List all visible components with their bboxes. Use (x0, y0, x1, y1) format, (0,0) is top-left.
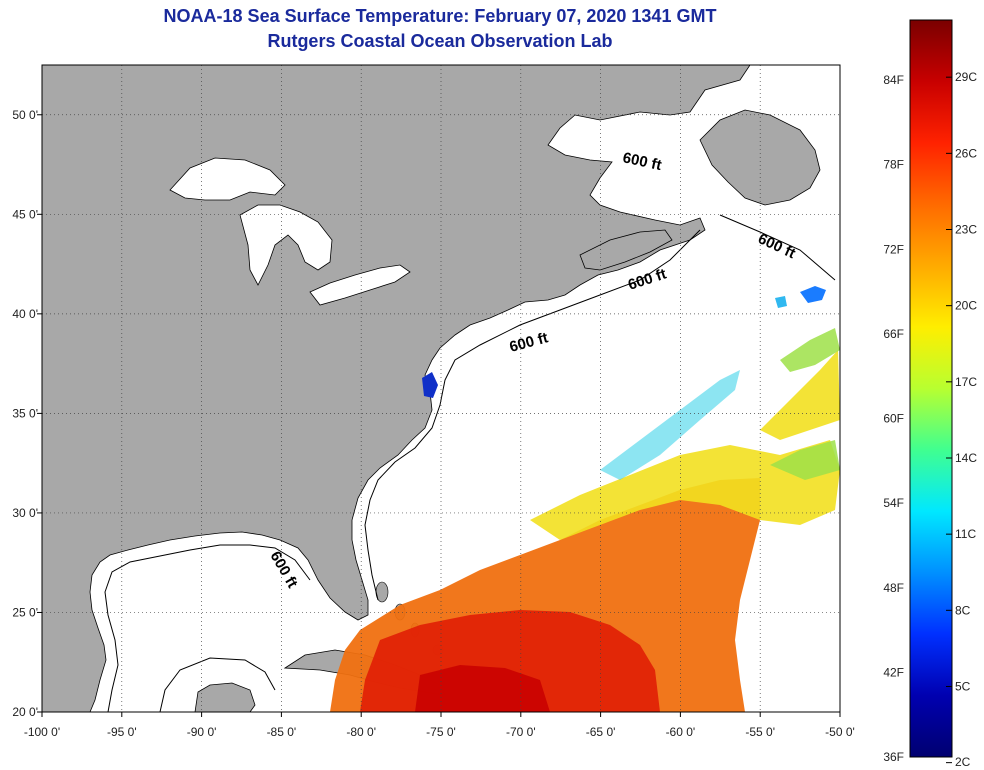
colorbar-fahrenheit-label: 48F (883, 581, 904, 595)
colorbar-fahrenheit-label: 36F (883, 750, 904, 764)
longitude-tick-label: -65 0' (586, 725, 616, 739)
longitude-tick-label: -75 0' (426, 725, 456, 739)
lake-superior (169, 157, 286, 201)
colorbar-fahrenheit-label: 66F (883, 327, 904, 341)
latitude-tick-label: 25 0' (12, 605, 38, 619)
latitude-tick-label: 30 0' (12, 506, 38, 520)
colorbar-fahrenheit-label: 54F (883, 496, 904, 510)
map-subtitle: Rutgers Coastal Ocean Observation Lab (267, 31, 613, 51)
longitude-tick-label: -95 0' (107, 725, 137, 739)
longitude-tick-label: -80 0' (346, 725, 376, 739)
colorbar-celsius-label: 8C (955, 603, 971, 617)
lake-erie-ontario (309, 264, 411, 306)
colorbar-fahrenheit-labels: 84F 78F 72F 66F 60F 54F 48F 42F 36F (883, 73, 904, 764)
colorbar-fahrenheit-label: 84F (883, 73, 904, 87)
sst-cyan-filaments (600, 370, 740, 480)
longitude-tick-label: -70 0' (506, 725, 536, 739)
latitude-tick-label: 45 0' (12, 207, 38, 221)
colorbar (909, 19, 953, 758)
land-north-america (42, 65, 751, 712)
colorbar-celsius-label: 2C (955, 755, 971, 769)
sst-yellow-north (760, 350, 840, 440)
sst-green-streak-2 (770, 440, 840, 480)
colorbar-fahrenheit-label: 60F (883, 412, 904, 426)
lake-michigan-huron (239, 204, 333, 286)
longitude-tick-label: -50 0' (825, 725, 855, 739)
colorbar-celsius-label: 11C (955, 527, 976, 541)
latitude-tick-labels: 50 0' 45 0' 40 0' 35 0' 30 0' 25 0' 20 0' (12, 108, 42, 719)
sst-data-layer (330, 286, 840, 712)
sst-cold-patch-small (775, 296, 787, 308)
longitude-tick-label: -90 0' (187, 725, 217, 739)
longitude-tick-label: -100 0' (24, 725, 60, 739)
land-nova-scotia (579, 229, 673, 271)
colorbar-celsius-label: 23C (955, 223, 977, 237)
colorbar-celsius-label: 26C (955, 146, 977, 160)
sst-chesapeake-cold (422, 372, 438, 398)
latitude-tick-label: 20 0' (12, 705, 38, 719)
map-title: NOAA-18 Sea Surface Temperature: Februar… (163, 6, 717, 26)
latitude-tick-label: 50 0' (12, 108, 38, 122)
sst-hottest-patch (415, 665, 550, 712)
sst-cold-patch-northeast (800, 286, 826, 303)
colorbar-celsius-label: 14C (955, 451, 977, 465)
colorbar-fahrenheit-label: 78F (883, 158, 904, 172)
latitude-tick-label: 35 0' (12, 406, 38, 420)
longitude-tick-label: -60 0' (666, 725, 696, 739)
longitude-tick-label: -55 0' (745, 725, 775, 739)
colorbar-celsius-labels: 29C 26C 23C 20C 17C 14C 11C 8C 5C 2C (946, 70, 977, 769)
isobath-600ft (104, 214, 836, 712)
colorbar-celsius-label: 5C (955, 679, 971, 693)
colorbar-fahrenheit-label: 72F (883, 242, 904, 256)
longitude-tick-label: -85 0' (267, 725, 297, 739)
longitude-tick-labels: -100 0' -95 0' -90 0' -85 0' -80 0' -75 0' -70… (24, 712, 855, 739)
sst-green-streak (780, 328, 840, 372)
colorbar-celsius-label: 17C (955, 375, 977, 389)
land-yucatan (194, 682, 256, 712)
latitude-tick-label: 40 0' (12, 307, 38, 321)
colorbar-fahrenheit-label: 42F (883, 665, 904, 679)
map-gridlines (42, 65, 840, 712)
sst-yellow-region (530, 440, 840, 540)
colorbar-celsius-label: 20C (955, 299, 977, 313)
colorbar-celsius-label: 29C (955, 70, 977, 84)
